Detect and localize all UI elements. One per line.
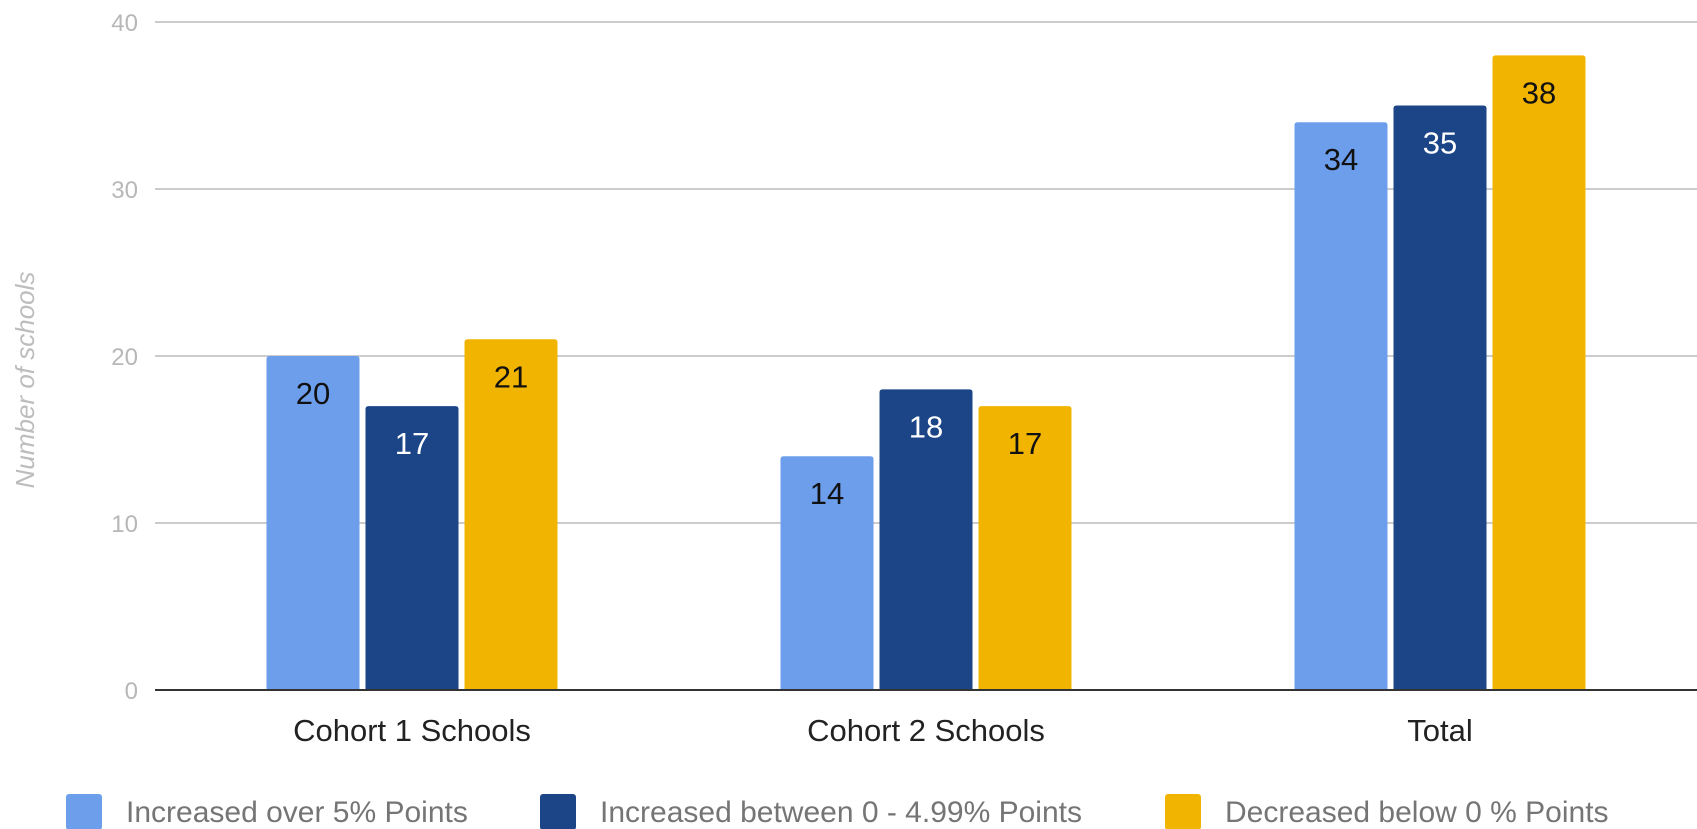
y-tick-label: 0 — [125, 678, 138, 705]
legend-label: Increased over 5% Points — [126, 796, 468, 829]
data-label: 14 — [810, 476, 844, 511]
legend-swatch — [66, 794, 102, 829]
x-tick-label: Total — [1407, 713, 1472, 748]
legend-swatch — [540, 794, 576, 829]
legend: Increased over 5% Points Increased betwee… — [66, 794, 1609, 829]
y-tick-label: 40 — [111, 10, 138, 37]
bar-3-cohort-2-schools — [978, 406, 1072, 690]
x-tick-label: Cohort 2 Schools — [807, 713, 1045, 748]
bar-1-cohort-2-schools — [780, 456, 874, 690]
data-label: 17 — [1008, 426, 1042, 461]
data-label: 35 — [1423, 126, 1457, 161]
legend-swatch — [1165, 794, 1201, 829]
data-label: 38 — [1522, 75, 1556, 110]
y-axis-ticks: 0 10 20 30 40 — [111, 10, 138, 705]
bar-2-cohort-2-schools — [879, 389, 973, 690]
y-tick-label: 20 — [111, 344, 138, 371]
y-tick-label: 30 — [111, 177, 138, 204]
data-label: 17 — [395, 426, 429, 461]
x-axis-ticks: Cohort 1 Schools Cohort 2 Schools Total — [293, 713, 1473, 748]
data-label: 34 — [1324, 142, 1358, 177]
legend-label: Decreased below 0 % Points — [1225, 796, 1609, 829]
data-labels: 20 17 21 14 18 17 34 35 38 — [296, 75, 1556, 511]
bar-1-cohort-1-schools — [266, 356, 360, 690]
bar-3-total — [1492, 55, 1586, 690]
bar-2-total — [1393, 105, 1487, 690]
y-axis-label: Number of schools — [10, 272, 40, 489]
y-tick-label: 10 — [111, 511, 138, 538]
legend-label: Increased between 0 - 4.99% Points — [600, 796, 1082, 829]
x-tick-label: Cohort 1 Schools — [293, 713, 531, 748]
data-label: 18 — [909, 409, 943, 444]
bars — [266, 55, 1586, 690]
bar-1-total — [1294, 122, 1388, 690]
bar-3-cohort-1-schools — [464, 339, 558, 690]
bar-2-cohort-1-schools — [365, 406, 459, 690]
data-label: 21 — [494, 359, 528, 394]
data-label: 20 — [296, 376, 330, 411]
